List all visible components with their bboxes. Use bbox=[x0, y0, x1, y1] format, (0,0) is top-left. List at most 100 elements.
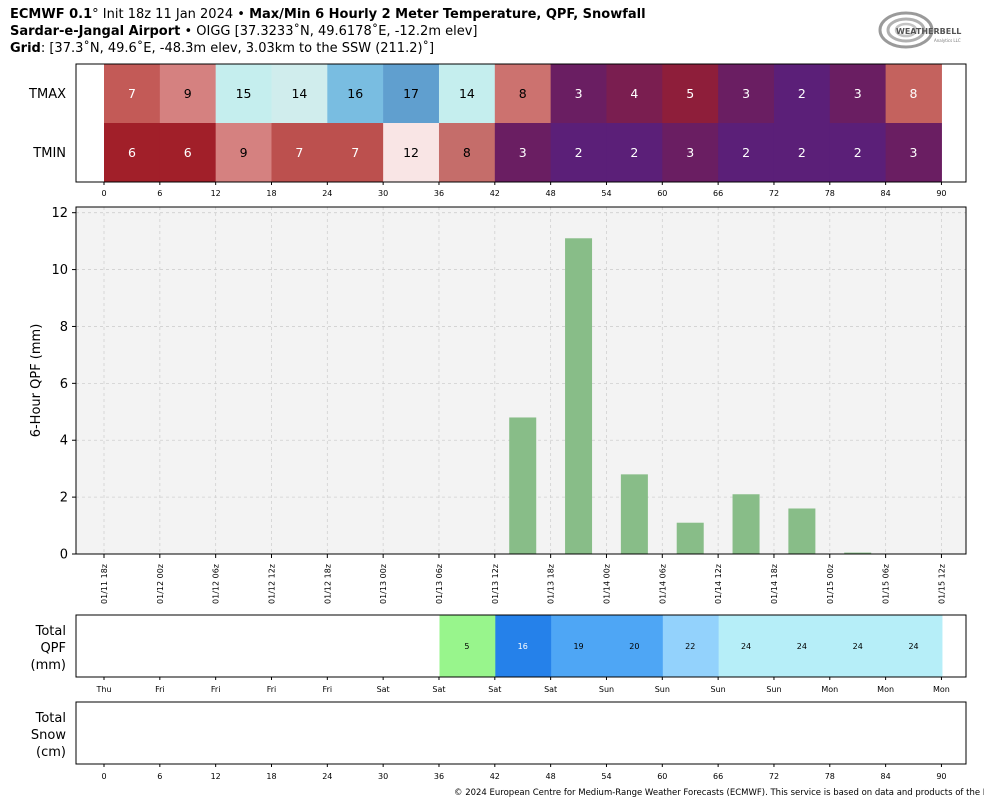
tmax-cell bbox=[383, 64, 440, 123]
total-qpf-day-label: Fri bbox=[267, 685, 277, 694]
total-qpf-value: 24 bbox=[908, 642, 918, 651]
total-qpf-value: 5 bbox=[464, 642, 469, 651]
tmax-cell bbox=[885, 64, 942, 123]
temp-x-tick-label: 78 bbox=[825, 189, 835, 198]
tmin-value: 2 bbox=[854, 145, 862, 160]
station-info: • OIGG [37.3233˚N, 49.6178˚E, -12.2m ele… bbox=[180, 24, 478, 39]
header-line-3: Grid: [37.3˚N, 49.6˚E, -48.3m elev, 3.03… bbox=[10, 41, 434, 57]
header-line-2: Sardar-e-Jangal Airport • OIGG [37.3233˚… bbox=[10, 24, 478, 40]
tmin-cell bbox=[494, 123, 552, 182]
tmax-value: 3 bbox=[575, 86, 583, 101]
qpf-x-tick-label: 01/13 18z bbox=[547, 564, 556, 604]
qpf-x-tick-label: 01/13 06z bbox=[435, 564, 444, 604]
tmin-value: 2 bbox=[742, 145, 750, 160]
qpf-bar bbox=[565, 238, 593, 555]
tmax-value: 5 bbox=[686, 86, 694, 101]
total-snow-hour-label: 12 bbox=[211, 772, 221, 781]
total-qpf-day-label: Sun bbox=[766, 685, 781, 694]
tmin-cell bbox=[104, 123, 161, 182]
total-qpf-day-label: Sat bbox=[544, 685, 557, 694]
tmin-value: 3 bbox=[686, 145, 694, 160]
header-line-1: ECMWF 0.1° Init 18z 11 Jan 2024 • Max/Mi… bbox=[10, 7, 646, 23]
total-qpf-label: QPF bbox=[40, 641, 66, 656]
tmin-cell bbox=[159, 123, 217, 182]
temp-x-tick-label: 60 bbox=[657, 189, 667, 198]
temp-x-tick-label: 24 bbox=[322, 189, 332, 198]
temp-x-tick-label: 54 bbox=[601, 189, 611, 198]
total-qpf-day-label: Sun bbox=[655, 685, 670, 694]
tmin-cell bbox=[606, 123, 663, 182]
total-qpf-day-label: Mon bbox=[933, 685, 950, 694]
qpf-bar bbox=[844, 552, 872, 554]
tmin-value: 8 bbox=[463, 145, 471, 160]
tmax-cell bbox=[215, 64, 272, 123]
qpf-x-tick-label: 01/15 12z bbox=[937, 564, 946, 604]
temp-x-tick-label: 48 bbox=[546, 189, 556, 198]
qpf-x-tick-label: 01/14 18z bbox=[770, 564, 779, 604]
qpf-y-tick-label: 6 bbox=[60, 377, 68, 392]
tmin-value: 6 bbox=[128, 145, 136, 160]
total-qpf-value: 20 bbox=[629, 642, 639, 651]
qpf-plot-border bbox=[75, 206, 967, 555]
tmax-cell bbox=[606, 64, 663, 123]
grid-label: Grid bbox=[10, 41, 41, 56]
qpf-x-tick-label: 01/13 00z bbox=[379, 564, 388, 604]
total-qpf-day-label: Thu bbox=[95, 685, 111, 694]
temp-x-tick-label: 42 bbox=[490, 189, 500, 198]
tmin-cell bbox=[215, 123, 272, 182]
tmax-cell bbox=[550, 64, 607, 123]
qpf-y-tick-label: 4 bbox=[60, 434, 68, 449]
qpf-x-tick-label: 01/11 18z bbox=[100, 564, 109, 604]
tmax-cell bbox=[662, 64, 719, 123]
qpf-y-tick-label: 0 bbox=[60, 548, 68, 563]
total-snow-hour-label: 48 bbox=[546, 772, 556, 781]
total-qpf-day-label: Mon bbox=[877, 685, 894, 694]
total-snow-frame bbox=[75, 701, 967, 765]
tmin-cell bbox=[271, 123, 328, 182]
tmin-value: 12 bbox=[403, 145, 419, 160]
qpf-y-tick-label: 8 bbox=[60, 320, 68, 335]
total-qpf-border bbox=[75, 614, 967, 678]
total-snow-label: Total bbox=[35, 711, 66, 726]
total-qpf-cell bbox=[774, 615, 831, 677]
tmax-value: 14 bbox=[291, 86, 307, 101]
qpf-x-tick-label: 01/14 12z bbox=[714, 564, 723, 604]
total-snow-hour-label: 78 bbox=[825, 772, 835, 781]
tmax-value: 2 bbox=[798, 86, 806, 101]
qpf-bar bbox=[620, 474, 648, 554]
tmax-cell bbox=[494, 64, 552, 123]
total-snow-hour-label: 84 bbox=[881, 772, 891, 781]
qpf-y-tick-label: 10 bbox=[51, 263, 68, 278]
total-qpf-day-label: Sun bbox=[599, 685, 614, 694]
temp-x-tick-label: 84 bbox=[881, 189, 891, 198]
total-snow-hour-label: 36 bbox=[434, 772, 444, 781]
qpf-x-tick-label: 01/12 06z bbox=[212, 564, 221, 604]
total-qpf-cell bbox=[439, 615, 496, 677]
tmin-cell bbox=[383, 123, 440, 182]
total-snow-label: (cm) bbox=[36, 745, 66, 760]
tmax-value: 7 bbox=[128, 86, 136, 101]
total-qpf-day-label: Mon bbox=[821, 685, 838, 694]
logo-subtext: Analytics LLC bbox=[934, 38, 961, 43]
tmin-value: 7 bbox=[351, 145, 359, 160]
qpf-x-tick-label: 01/12 12z bbox=[267, 564, 276, 604]
total-qpf-panel: 5 16 19 20 22 24 24 24 24 Total QPF (mm) Thu Fri Fri Fr… bbox=[31, 614, 967, 694]
qpf-bar bbox=[676, 522, 704, 554]
tmin-cell bbox=[550, 123, 607, 182]
total-snow-hour-label: 42 bbox=[490, 772, 500, 781]
tmax-value: 4 bbox=[630, 86, 638, 101]
qpf-y-axis-label: 6-Hour QPF (mm) bbox=[29, 324, 44, 438]
tmin-cell bbox=[327, 123, 384, 182]
total-qpf-cell bbox=[830, 615, 887, 677]
temp-x-tick-label: 90 bbox=[936, 189, 946, 198]
total-qpf-value: 24 bbox=[741, 642, 751, 651]
total-qpf-cell bbox=[662, 615, 720, 677]
temp-x-tick-label: 12 bbox=[211, 189, 221, 198]
total-snow-hour-label: 0 bbox=[101, 772, 106, 781]
total-qpf-day-label: Fri bbox=[155, 685, 165, 694]
tmin-cell bbox=[718, 123, 775, 182]
total-snow-hour-label: 24 bbox=[322, 772, 332, 781]
total-snow-hour-label: 66 bbox=[713, 772, 723, 781]
init-time: Init 18z 11 Jan 2024 • bbox=[98, 7, 250, 22]
total-qpf-cell bbox=[495, 615, 552, 677]
